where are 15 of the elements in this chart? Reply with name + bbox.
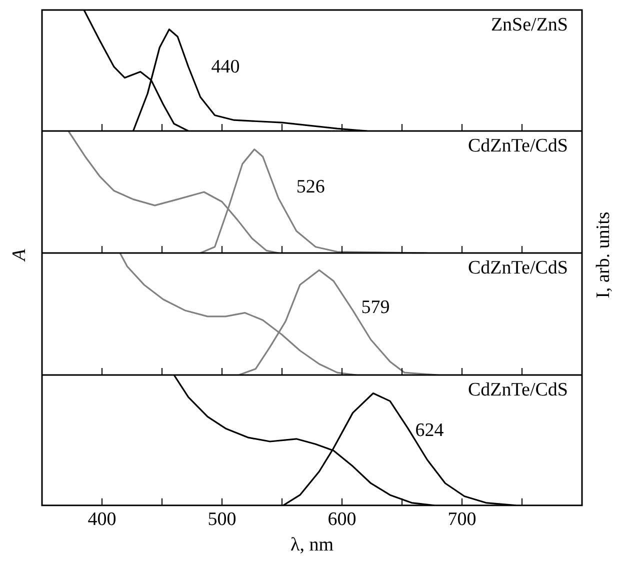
annotation: 526 <box>296 176 325 198</box>
chart-title: CdZnTe/CdS <box>468 379 568 400</box>
annotation: 624 <box>415 420 444 442</box>
annotation: 440 <box>211 56 240 78</box>
annotation: 579 <box>361 297 390 318</box>
chart-title: ZnSe/ZnS <box>490 14 568 36</box>
y2-axis-title: I, arb. units <box>593 212 615 298</box>
y-axis-title: A <box>9 249 31 261</box>
x-tick-label: 700 <box>448 508 476 530</box>
x-tick-label: 500 <box>208 508 236 530</box>
x-axis-title: λ, nm <box>290 534 334 556</box>
x-tick-label: 400 <box>88 508 116 530</box>
chart-title: CdZnTe/CdS <box>468 257 568 278</box>
chart-title: CdZnTe/CdS <box>468 135 568 156</box>
x-tick-label: 600 <box>328 508 356 530</box>
